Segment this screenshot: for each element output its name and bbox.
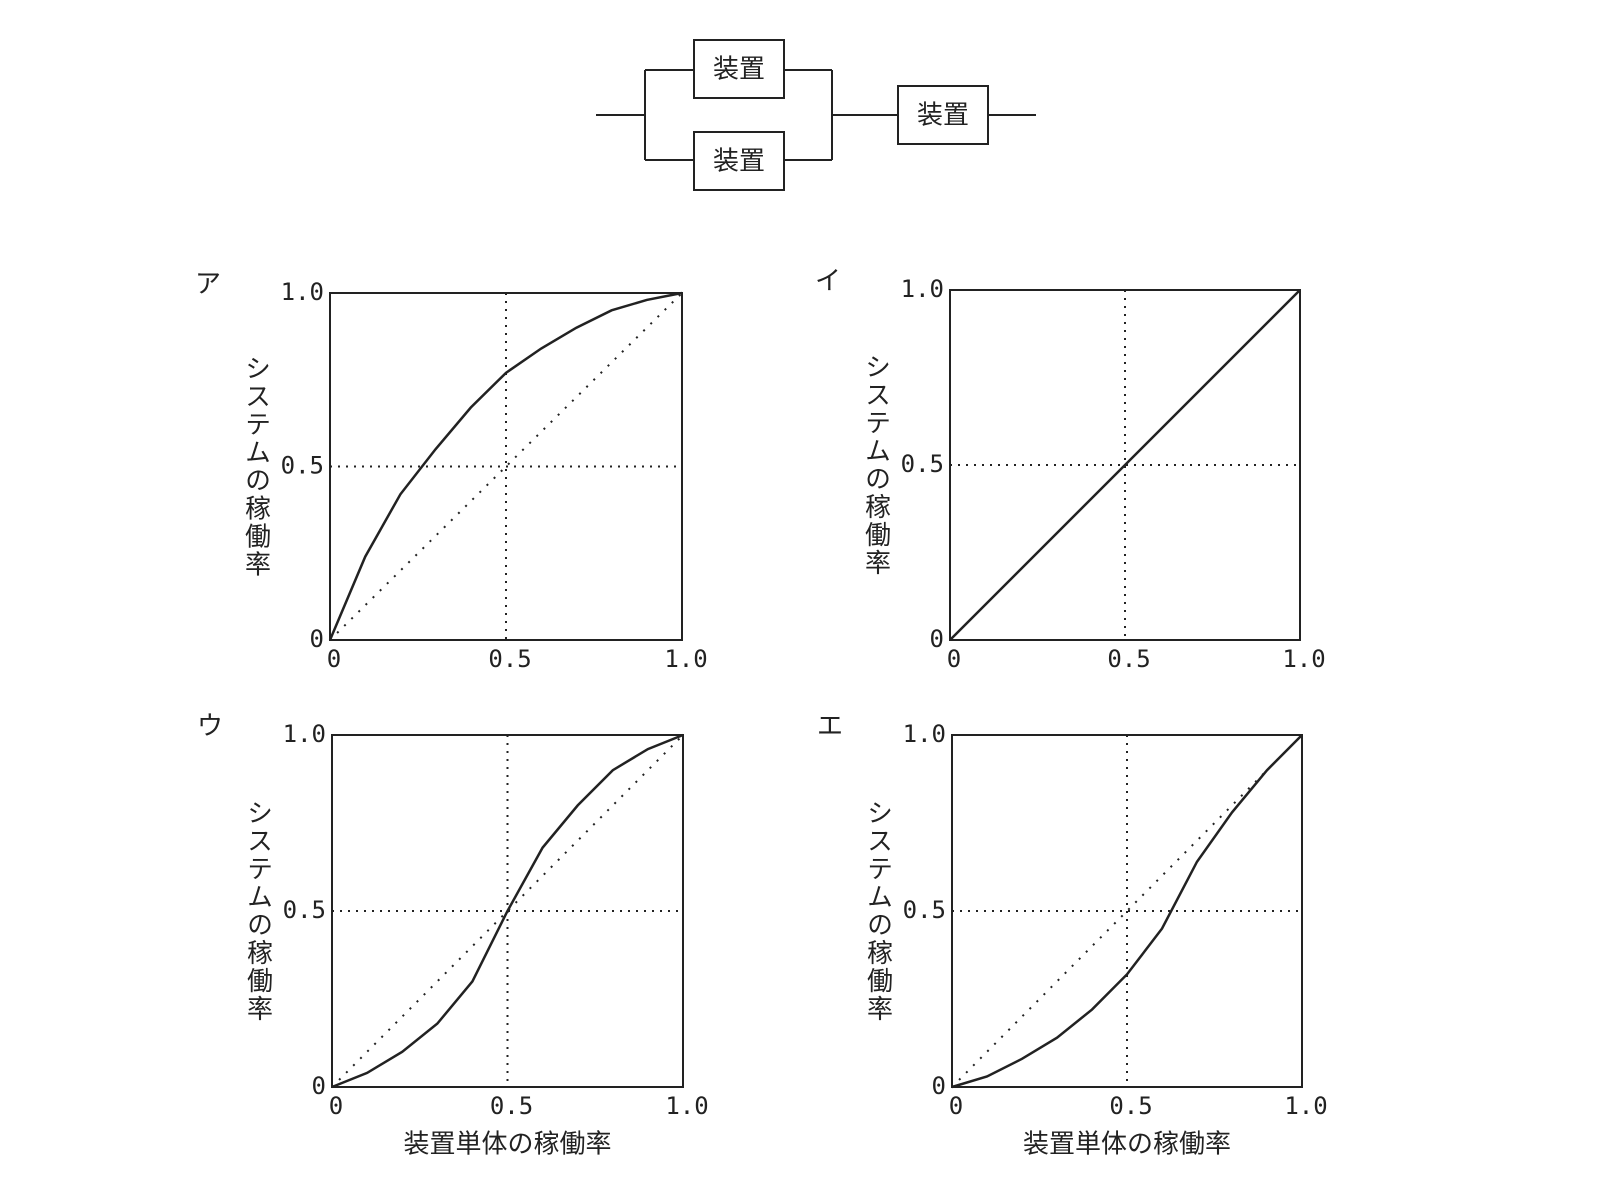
data-line bbox=[949, 289, 1301, 641]
x-tick-label: 0 bbox=[327, 645, 341, 673]
device-label: 装置 bbox=[917, 101, 969, 131]
x-axis-label: 装置単体の稼働率 bbox=[403, 1130, 611, 1160]
data-line bbox=[328, 291, 683, 641]
plot-frame bbox=[949, 289, 1301, 641]
data-line bbox=[951, 734, 1303, 1089]
y-tick-label: 0 bbox=[310, 625, 324, 653]
y-tick-label: 1.0 bbox=[903, 720, 946, 748]
x-tick-label: 1.0 bbox=[1282, 645, 1325, 673]
y-tick-label: 0 bbox=[312, 1072, 326, 1100]
data-line bbox=[331, 733, 684, 1089]
y-tick-label: 1.0 bbox=[901, 275, 944, 303]
wire bbox=[596, 69, 1036, 161]
y-tick-label: 0.5 bbox=[901, 450, 944, 478]
y-tick-label: 0 bbox=[932, 1072, 946, 1100]
x-tick-label: 1.0 bbox=[1284, 1092, 1327, 1120]
y-tick-label: 0.5 bbox=[283, 896, 326, 924]
chart-title: イ bbox=[815, 267, 841, 297]
y-axis-label: システムの稼働率 bbox=[863, 799, 893, 1023]
x-tick-label: 0.5 bbox=[1107, 645, 1150, 673]
y-tick-label: 1.0 bbox=[283, 720, 326, 748]
chart-title: ア bbox=[195, 270, 221, 300]
x-tick-label: 1.0 bbox=[665, 1092, 708, 1120]
x-tick-label: 0 bbox=[947, 645, 961, 673]
plot-frame bbox=[951, 734, 1303, 1088]
y-axis-label: システムの稼働率 bbox=[243, 799, 273, 1023]
x-tick-label: 0 bbox=[949, 1092, 963, 1120]
y-tick-label: 1.0 bbox=[281, 278, 324, 306]
y-tick-label: 0.5 bbox=[903, 896, 946, 924]
y-axis-label: システムの稼働率 bbox=[861, 353, 891, 577]
data-line bbox=[329, 292, 683, 641]
x-tick-label: 0.5 bbox=[1109, 1092, 1152, 1120]
plot-frame bbox=[331, 734, 684, 1088]
chart-title: ウ bbox=[197, 712, 223, 742]
plot-frame bbox=[329, 292, 683, 641]
y-axis-label: システムの稼働率 bbox=[241, 355, 271, 579]
block-diagram: 装置 装置 装置 bbox=[596, 39, 1036, 191]
device-label: 装置 bbox=[713, 147, 765, 177]
device-label: 装置 bbox=[713, 55, 765, 85]
y-tick-label: 0 bbox=[930, 625, 944, 653]
y-tick-label: 0.5 bbox=[281, 452, 324, 480]
device-box bbox=[693, 39, 785, 99]
device-box bbox=[693, 131, 785, 191]
x-tick-label: 0.5 bbox=[488, 645, 531, 673]
x-tick-label: 0 bbox=[329, 1092, 343, 1120]
x-tick-label: 0.5 bbox=[490, 1092, 533, 1120]
device-box bbox=[897, 85, 989, 145]
x-tick-label: 1.0 bbox=[664, 645, 707, 673]
chart-title: エ bbox=[817, 712, 843, 742]
x-axis-label: 装置単体の稼働率 bbox=[1023, 1130, 1231, 1160]
